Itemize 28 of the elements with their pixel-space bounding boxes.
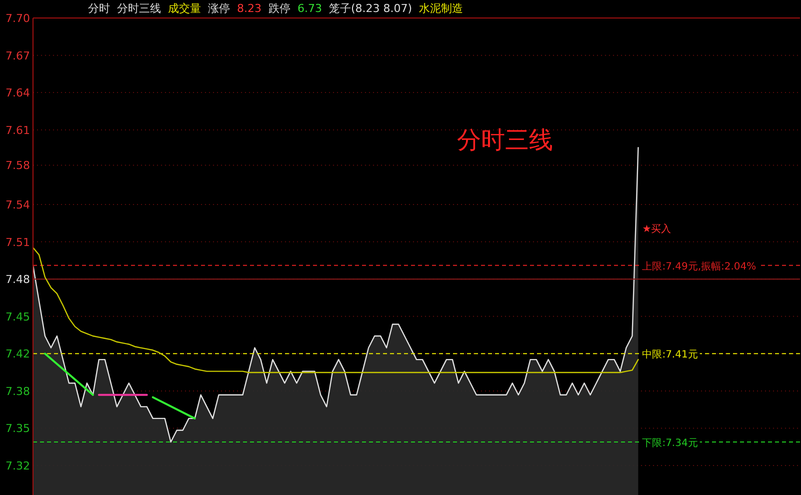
line-series xyxy=(32,247,639,374)
ref-line-label: 中限:7.41元 xyxy=(642,348,698,361)
y-tick-label: 7.61 xyxy=(6,124,30,137)
y-tick-label: 7.42 xyxy=(6,348,30,361)
y-tick-label: 7.32 xyxy=(6,460,30,473)
y-tick-label: 7.35 xyxy=(6,422,30,436)
annotation: ★买入 xyxy=(642,223,672,235)
y-tick-label: 7.64 xyxy=(6,86,30,100)
ref-line-label: 上限:7.49元,振幅:2.04% xyxy=(642,260,756,272)
text: 笼子(8.23 8.07) xyxy=(329,2,412,15)
y-tick-label: 7.38 xyxy=(6,385,30,398)
text: 跌停 xyxy=(268,2,290,15)
y-tick-label: 7.58 xyxy=(6,159,30,172)
y-tick-label: 7.51 xyxy=(6,236,30,249)
y-tick-label: 7.54 xyxy=(6,198,30,212)
text: 成交量 xyxy=(168,2,201,15)
text: 分时三线 xyxy=(457,126,553,154)
y-tick-label: 7.48 xyxy=(6,273,30,286)
y-tick-label: 7.70 xyxy=(6,12,30,25)
text: 6.73 xyxy=(298,2,322,15)
text: 分时 xyxy=(88,2,110,15)
ref-line-label: 下限:7.34元 xyxy=(642,438,698,449)
text: 涨停 xyxy=(208,2,230,15)
text: 水泥制造 xyxy=(419,2,464,15)
y-tick-label: 7.45 xyxy=(6,310,30,324)
text: 分时三线 xyxy=(117,2,161,15)
y-tick-label: 7.67 xyxy=(6,49,30,62)
text: 8.23 xyxy=(237,2,262,15)
